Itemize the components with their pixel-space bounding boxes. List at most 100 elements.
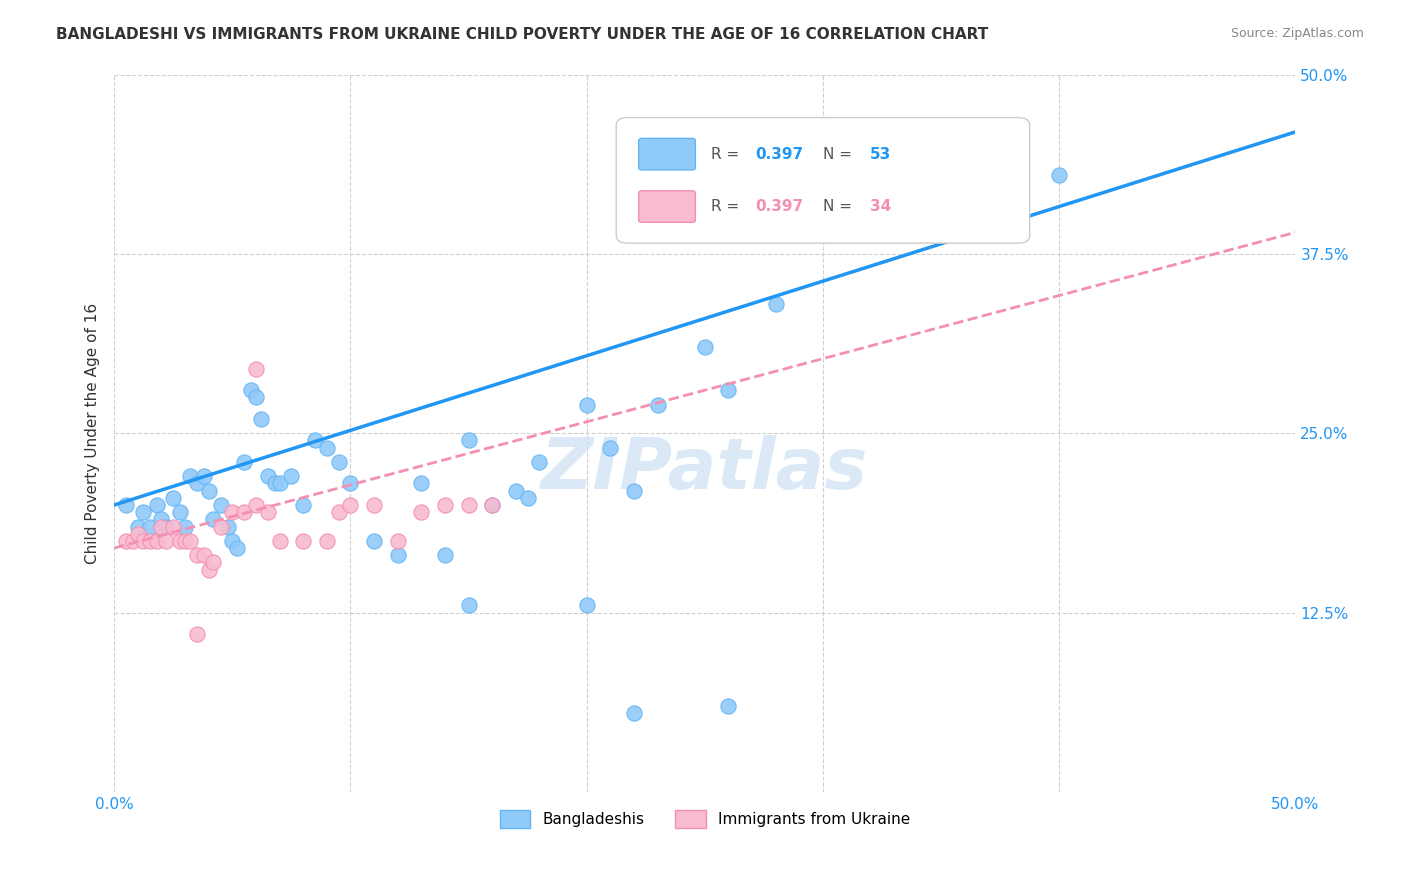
Point <box>457 599 479 613</box>
Point <box>433 548 456 562</box>
Point <box>529 455 551 469</box>
Point <box>174 533 197 548</box>
Point <box>599 441 621 455</box>
Point <box>339 476 361 491</box>
Point <box>481 498 503 512</box>
Text: 0.397: 0.397 <box>755 199 804 214</box>
Point <box>433 498 456 512</box>
Point <box>150 519 173 533</box>
Y-axis label: Child Poverty Under the Age of 16: Child Poverty Under the Age of 16 <box>86 302 100 564</box>
Point <box>457 498 479 512</box>
Point <box>138 533 160 548</box>
Point <box>623 706 645 720</box>
Point <box>328 455 350 469</box>
Point <box>315 441 337 455</box>
Point <box>269 533 291 548</box>
Text: 0.397: 0.397 <box>755 146 804 161</box>
Point <box>481 498 503 512</box>
Point <box>263 476 285 491</box>
Point <box>249 412 271 426</box>
FancyBboxPatch shape <box>638 138 696 170</box>
Text: R =: R = <box>710 146 744 161</box>
Point <box>162 519 184 533</box>
Point <box>233 505 256 519</box>
Point <box>209 519 232 533</box>
Point <box>226 541 249 555</box>
Point <box>162 491 184 505</box>
Point <box>1047 168 1070 182</box>
Point <box>186 548 208 562</box>
Point <box>193 469 215 483</box>
Point <box>363 498 385 512</box>
Point <box>131 533 153 548</box>
Point <box>169 533 191 548</box>
Point <box>209 498 232 512</box>
Text: N =: N = <box>823 199 856 214</box>
Point <box>411 505 433 519</box>
Point <box>122 533 145 548</box>
Point <box>217 519 239 533</box>
Point <box>269 476 291 491</box>
Point <box>186 476 208 491</box>
Point <box>197 483 219 498</box>
FancyBboxPatch shape <box>638 191 696 222</box>
Text: R =: R = <box>710 199 744 214</box>
Legend: Bangladeshis, Immigrants from Ukraine: Bangladeshis, Immigrants from Ukraine <box>494 804 917 835</box>
Point <box>145 533 167 548</box>
Text: BANGLADESHI VS IMMIGRANTS FROM UKRAINE CHILD POVERTY UNDER THE AGE OF 16 CORRELA: BANGLADESHI VS IMMIGRANTS FROM UKRAINE C… <box>56 27 988 42</box>
Point <box>575 599 598 613</box>
Text: ZIPatlas: ZIPatlas <box>541 434 869 504</box>
Point <box>256 469 278 483</box>
Point <box>115 498 138 512</box>
Point <box>717 698 740 713</box>
Point <box>202 555 225 569</box>
Point <box>411 476 433 491</box>
Point <box>233 455 256 469</box>
Point <box>765 297 787 311</box>
Point <box>131 505 153 519</box>
Point <box>717 383 740 397</box>
Point <box>387 533 409 548</box>
Point <box>776 168 799 182</box>
Point <box>457 434 479 448</box>
Point <box>179 469 201 483</box>
Point <box>150 512 173 526</box>
Point <box>245 498 267 512</box>
Point <box>328 505 350 519</box>
Point <box>516 491 538 505</box>
Point <box>127 519 149 533</box>
Point <box>193 548 215 562</box>
Point <box>280 469 302 483</box>
Point <box>174 519 197 533</box>
Point <box>245 361 267 376</box>
Point <box>179 533 201 548</box>
Point <box>115 533 138 548</box>
Point <box>304 434 326 448</box>
Point <box>186 627 208 641</box>
Point <box>387 548 409 562</box>
FancyBboxPatch shape <box>616 118 1029 244</box>
Point <box>155 519 177 533</box>
Text: N =: N = <box>823 146 856 161</box>
Point <box>339 498 361 512</box>
Point <box>292 533 315 548</box>
Point <box>155 533 177 548</box>
Text: Source: ZipAtlas.com: Source: ZipAtlas.com <box>1230 27 1364 40</box>
Point <box>127 526 149 541</box>
Point <box>623 483 645 498</box>
Point <box>315 533 337 548</box>
Point <box>169 505 191 519</box>
Text: 53: 53 <box>870 146 891 161</box>
Point <box>240 383 263 397</box>
Text: 34: 34 <box>870 199 891 214</box>
Point <box>505 483 527 498</box>
Point <box>575 398 598 412</box>
Point <box>647 398 669 412</box>
Point <box>202 512 225 526</box>
Point <box>256 505 278 519</box>
Point <box>292 498 315 512</box>
Point <box>221 505 243 519</box>
Point <box>693 340 716 354</box>
Point <box>221 533 243 548</box>
Point <box>197 563 219 577</box>
